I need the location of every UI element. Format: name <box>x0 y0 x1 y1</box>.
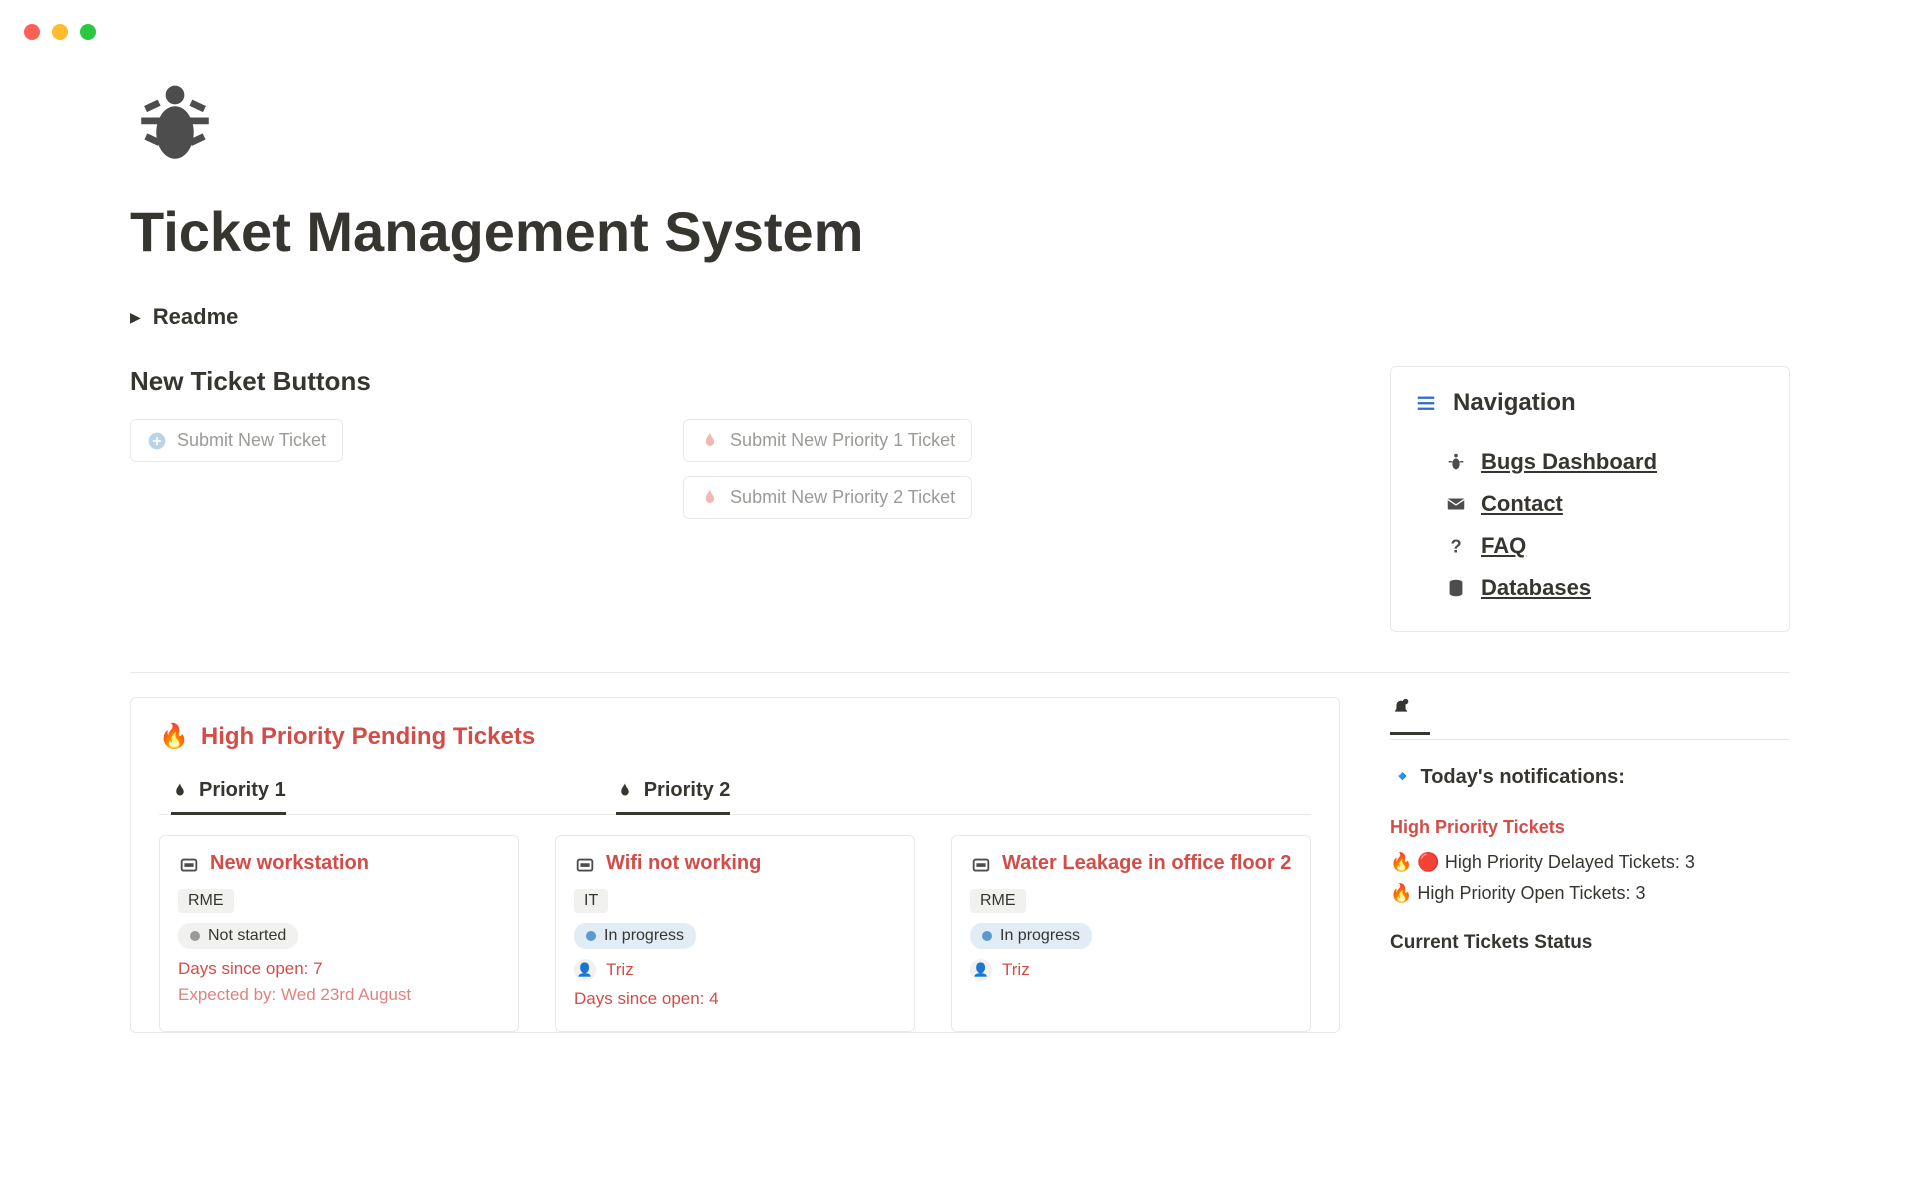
notifications-heading: 🔹 Today's notifications: <box>1390 764 1790 789</box>
status-pill: Not started <box>178 923 298 949</box>
tab-label: Priority 2 <box>644 779 731 802</box>
delayed-text: High Priority Delayed Tickets: 3 <box>1445 852 1695 872</box>
ticket-card[interactable]: New workstation RME Not started Days sin… <box>159 835 519 1032</box>
dept-pill: IT <box>574 889 608 913</box>
ticket-card[interactable]: Water Leakage in office floor 2 RME In p… <box>951 835 1311 1032</box>
new-ticket-heading: New Ticket Buttons <box>130 366 1350 397</box>
navigation-panel: Navigation Bugs Dashboard Contact ? FAQ <box>1390 366 1790 632</box>
bug-icon <box>130 80 220 170</box>
fire-icon <box>616 782 634 800</box>
days-open-text: Days since open: 4 <box>574 989 896 1009</box>
submit-p1-label: Submit New Priority 1 Ticket <box>730 430 955 451</box>
submit-p2-label: Submit New Priority 2 Ticket <box>730 487 955 508</box>
page-icon-bug <box>130 80 1790 175</box>
assignee-name: Triz <box>1002 960 1030 980</box>
high-priority-section-title: High Priority Tickets <box>1390 817 1790 838</box>
toggle-triangle-icon: ▶ <box>130 309 141 326</box>
nav-label: Bugs Dashboard <box>1481 449 1657 475</box>
notif-heading-text: Today's notifications: <box>1420 766 1624 788</box>
page-icon <box>574 855 596 877</box>
dept-pill: RME <box>970 889 1026 913</box>
open-tickets-line: 🔥 High Priority Open Tickets: 3 <box>1390 883 1790 904</box>
page-icon <box>178 855 200 877</box>
question-icon: ? <box>1445 535 1467 557</box>
pending-title-text: High Priority Pending Tickets <box>201 723 535 751</box>
database-icon <box>1445 577 1467 599</box>
open-text: High Priority Open Tickets: 3 <box>1417 883 1645 903</box>
submit-p1-ticket-button[interactable]: Submit New Priority 1 Ticket <box>683 419 972 462</box>
ticket-title-text: New workstation <box>210 852 369 875</box>
notifications-tab[interactable] <box>1390 697 1430 735</box>
nav-item-faq[interactable]: ? FAQ <box>1415 525 1765 567</box>
nav-label: FAQ <box>1481 533 1526 559</box>
nav-item-databases[interactable]: Databases <box>1415 567 1765 609</box>
submit-new-ticket-button[interactable]: Submit New Ticket <box>130 419 343 462</box>
status-dot-icon <box>190 931 200 941</box>
readme-label: Readme <box>153 304 239 330</box>
envelope-icon <box>1445 493 1467 515</box>
maximize-window-button[interactable] <box>80 24 96 40</box>
days-open-text: Days since open: 7 <box>178 959 500 979</box>
submit-p2-ticket-button[interactable]: Submit New Priority 2 Ticket <box>683 476 972 519</box>
bug-icon <box>1445 451 1467 473</box>
ticket-card[interactable]: Wifi not working IT In progress 👤 Triz D… <box>555 835 915 1032</box>
divider <box>130 672 1790 673</box>
fire-icon <box>171 782 189 800</box>
status-text: Not started <box>208 927 286 945</box>
status-text: In progress <box>604 927 684 945</box>
fire-icon <box>700 431 720 451</box>
navigation-heading: Navigation <box>1453 389 1576 417</box>
current-status-heading: Current Tickets Status <box>1390 932 1790 954</box>
svg-text:?: ? <box>1451 535 1462 556</box>
dept-pill: RME <box>178 889 234 913</box>
page-title: Ticket Management System <box>130 199 1790 264</box>
submit-new-ticket-label: Submit New Ticket <box>177 430 326 451</box>
nav-label: Contact <box>1481 491 1563 517</box>
delayed-tickets-line: 🔥 🔴 High Priority Delayed Tickets: 3 <box>1390 852 1790 873</box>
expected-by-text: Expected by: Wed 23rd August <box>178 985 500 1005</box>
tab-priority-2[interactable]: Priority 2 <box>616 779 731 815</box>
pending-tickets-panel: 🔥 High Priority Pending Tickets Priority… <box>130 697 1340 1033</box>
status-dot-icon <box>586 931 596 941</box>
readme-toggle[interactable]: ▶ Readme <box>130 304 1790 330</box>
notifications-panel: 🔹 Today's notifications: High Priority T… <box>1390 697 1790 1033</box>
fire-emoji-icon: 🔥 <box>159 722 189 751</box>
minimize-window-button[interactable] <box>52 24 68 40</box>
close-window-button[interactable] <box>24 24 40 40</box>
nav-item-bugs-dashboard[interactable]: Bugs Dashboard <box>1415 441 1765 483</box>
diamond-icon: 🔹 <box>1390 766 1415 788</box>
status-pill: In progress <box>970 923 1092 949</box>
tab-label: Priority 1 <box>199 779 286 802</box>
nav-label: Databases <box>1481 575 1591 601</box>
tab-priority-1[interactable]: Priority 1 <box>171 779 286 815</box>
status-pill: In progress <box>574 923 696 949</box>
status-dot-icon <box>982 931 992 941</box>
nav-item-contact[interactable]: Contact <box>1415 483 1765 525</box>
plus-circle-icon <box>147 431 167 451</box>
avatar-icon: 👤 <box>574 959 596 981</box>
status-text: In progress <box>1000 927 1080 945</box>
window-traffic-lights <box>0 0 1920 40</box>
bell-icon <box>1390 697 1412 719</box>
ticket-title-text: Wifi not working <box>606 852 761 875</box>
fire-icon <box>700 488 720 508</box>
page-icon <box>970 855 992 877</box>
list-icon <box>1415 392 1437 414</box>
avatar-icon: 👤 <box>970 959 992 981</box>
ticket-title-text: Water Leakage in office floor 2 <box>1002 852 1291 875</box>
assignee-name: Triz <box>606 960 634 980</box>
